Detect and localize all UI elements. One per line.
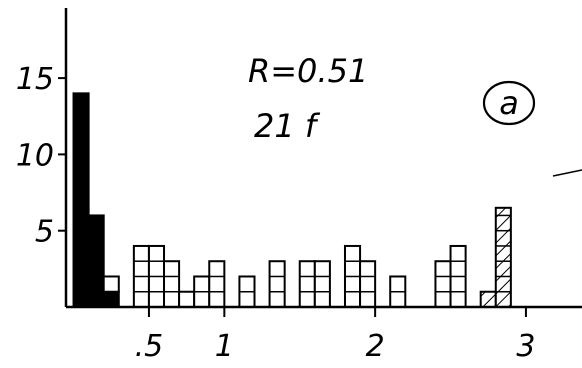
y-tick-label: 5 xyxy=(35,215,54,250)
axes-group xyxy=(64,8,582,309)
histogram-bar-16-segment-0 xyxy=(434,260,452,308)
histogram-bar-2-segment-1 xyxy=(102,275,120,293)
panel-label: a xyxy=(499,84,519,122)
x-tick-label: 1 xyxy=(215,329,234,364)
r-value-annotation: R=0.51 xyxy=(248,52,368,90)
histogram-bar-6-segment-0 xyxy=(178,290,196,308)
ticks-group: 5 10 15 .5 1 2 3 xyxy=(16,62,536,364)
histogram-bar-14-segment-0 xyxy=(359,260,377,308)
sample-count-annotation: 21 f xyxy=(254,107,321,145)
y-tick-label: 15 xyxy=(16,62,54,97)
y-tick-label: 10 xyxy=(16,138,54,173)
panel-label-circle xyxy=(482,80,536,126)
edge-mark xyxy=(552,169,582,177)
histogram-bar-12-segment-0 xyxy=(313,260,331,308)
histogram-bar-18-segment-0 xyxy=(479,290,497,308)
x-tick-label: 3 xyxy=(516,329,535,364)
histogram-bar-0-segment-0 xyxy=(72,92,90,308)
histogram-bar-8-segment-0 xyxy=(208,260,226,308)
histogram-bar-10-segment-0 xyxy=(268,260,286,308)
x-tick-label: .5 xyxy=(135,329,164,364)
x-tick-label: 2 xyxy=(366,329,385,364)
histogram-bar-2-segment-0 xyxy=(102,290,120,308)
histogram-bar-1-segment-0 xyxy=(87,214,105,308)
histogram-bar-11-segment-0 xyxy=(298,260,316,308)
histogram-bar-5-segment-0 xyxy=(163,260,181,308)
